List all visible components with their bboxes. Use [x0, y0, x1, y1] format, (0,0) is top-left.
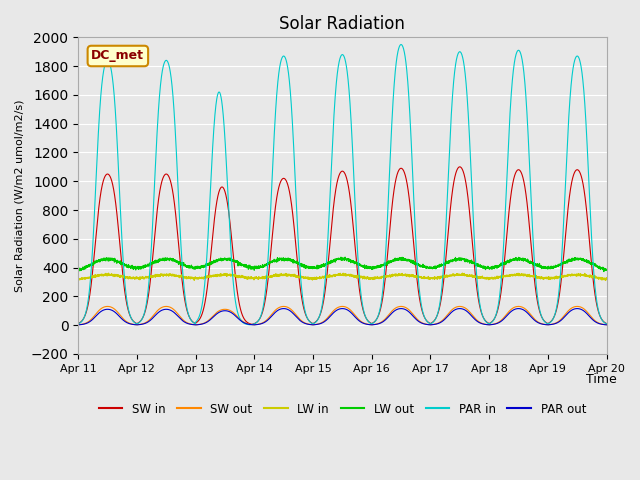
- X-axis label: Time: Time: [586, 373, 617, 386]
- Legend: SW in, SW out, LW in, LW out, PAR in, PAR out: SW in, SW out, LW in, LW out, PAR in, PA…: [94, 398, 591, 420]
- Y-axis label: Solar Radiation (W/m2 umol/m2/s): Solar Radiation (W/m2 umol/m2/s): [15, 99, 25, 292]
- Title: Solar Radiation: Solar Radiation: [280, 15, 405, 33]
- Text: DC_met: DC_met: [92, 49, 145, 62]
